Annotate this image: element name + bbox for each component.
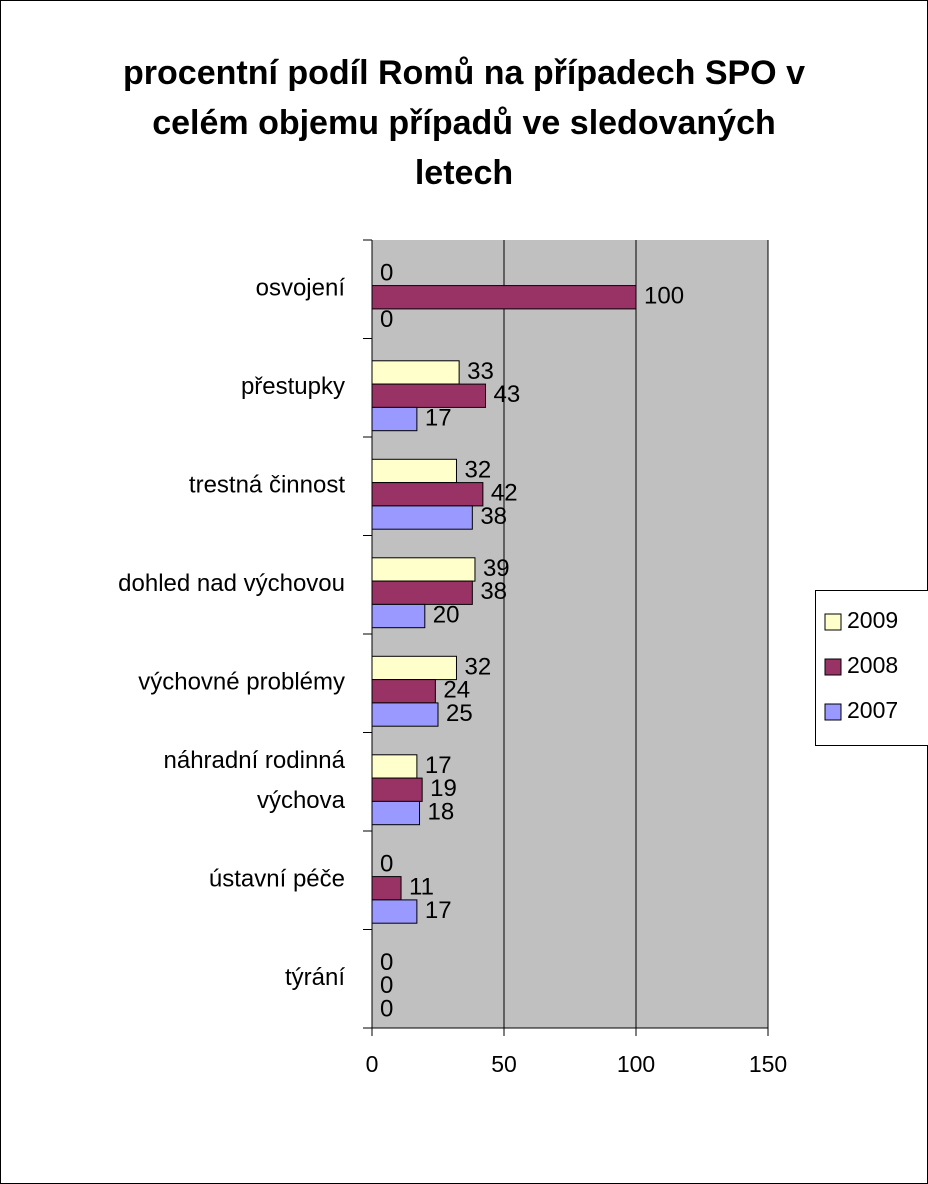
legend-swatch bbox=[824, 703, 842, 721]
bar bbox=[371, 777, 423, 802]
y-tick-label: ústavní péče bbox=[209, 866, 345, 893]
value-label: 32 bbox=[464, 653, 491, 680]
value-label: 32 bbox=[464, 456, 491, 483]
x-tick-label: 0 bbox=[366, 1051, 379, 1077]
value-label: 0 bbox=[380, 995, 393, 1022]
bar bbox=[371, 406, 418, 432]
bar bbox=[371, 679, 436, 704]
value-label: 24 bbox=[443, 677, 470, 704]
value-label: 25 bbox=[446, 700, 473, 727]
y-tick-label: výchovné problémy bbox=[138, 669, 345, 696]
value-label: 0 bbox=[380, 259, 393, 286]
value-label: 0 bbox=[380, 972, 393, 999]
value-label: 33 bbox=[467, 358, 494, 385]
value-label: 100 bbox=[644, 283, 684, 310]
value-label: 0 bbox=[380, 949, 393, 976]
value-label: 11 bbox=[409, 874, 434, 901]
value-label: 0 bbox=[380, 306, 393, 333]
x-tick-label: 100 bbox=[617, 1051, 655, 1077]
value-label: 20 bbox=[433, 601, 460, 628]
bar bbox=[371, 458, 457, 484]
y-tick-label: týrání bbox=[285, 964, 345, 991]
legend-label: 2009 bbox=[847, 607, 898, 633]
value-label: 19 bbox=[430, 775, 457, 802]
bar bbox=[371, 876, 402, 901]
value-label: 38 bbox=[480, 578, 507, 605]
value-label: 17 bbox=[425, 404, 452, 431]
value-label: 0 bbox=[380, 850, 393, 877]
value-label: 38 bbox=[480, 503, 507, 530]
y-tick-label: náhradní rodinná výchova bbox=[164, 747, 346, 814]
legend-swatch bbox=[824, 658, 842, 676]
y-tick-label: dohled nad výchovou bbox=[118, 570, 345, 597]
bar bbox=[371, 482, 484, 507]
bar bbox=[371, 899, 418, 924]
legend-label: 2007 bbox=[847, 697, 898, 723]
value-label: 42 bbox=[491, 480, 518, 507]
x-tick-label: 150 bbox=[749, 1051, 787, 1077]
value-label: 17 bbox=[425, 897, 452, 924]
bar bbox=[371, 702, 439, 727]
y-tick-label: trestná činnost bbox=[189, 472, 345, 499]
y-tick-label: přestupky bbox=[241, 373, 345, 400]
bar bbox=[371, 383, 487, 408]
bar bbox=[371, 557, 476, 582]
y-tick-label: osvojení bbox=[256, 275, 346, 302]
legend-swatch bbox=[824, 613, 842, 631]
bar bbox=[371, 754, 418, 779]
value-label: 39 bbox=[483, 555, 510, 582]
value-label: 17 bbox=[425, 752, 452, 779]
value-label: 43 bbox=[494, 381, 521, 408]
bar bbox=[371, 360, 460, 385]
bar bbox=[371, 285, 637, 310]
value-label: 18 bbox=[428, 798, 455, 825]
legend-label: 2008 bbox=[847, 652, 898, 678]
bar bbox=[371, 603, 426, 629]
x-tick-label: 50 bbox=[491, 1051, 517, 1077]
bar bbox=[371, 505, 473, 530]
bar bbox=[371, 800, 421, 826]
